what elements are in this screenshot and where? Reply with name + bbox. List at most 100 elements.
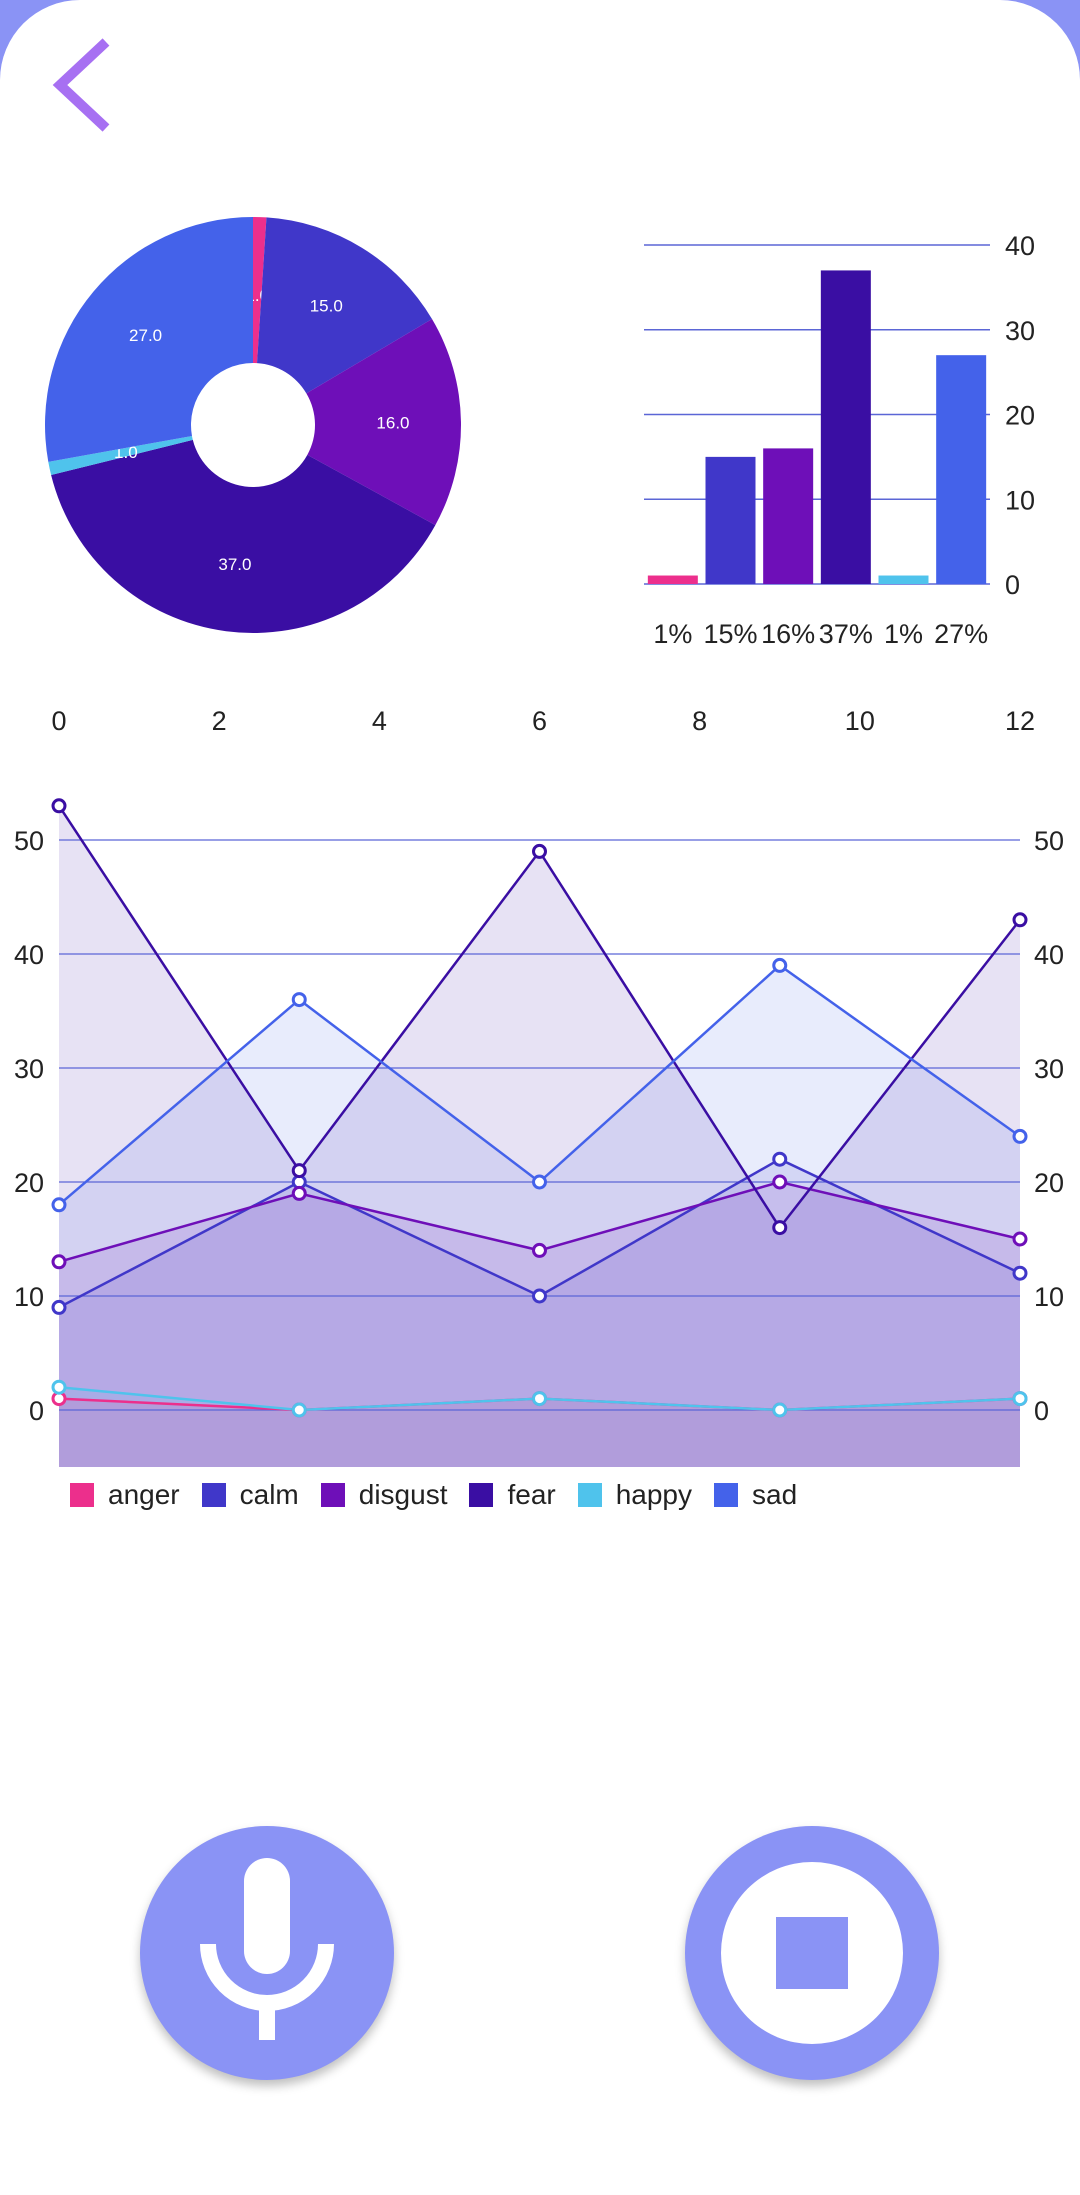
y-tick-label-right: 0 — [1034, 1396, 1049, 1426]
point-happy — [291, 1402, 307, 1418]
x-tick-label: 6 — [532, 706, 547, 736]
chevron-left-icon — [52, 38, 110, 132]
area-fear — [59, 805, 1020, 1467]
legend-label: calm — [239, 1479, 299, 1510]
point-disgust — [532, 1242, 547, 1258]
emotion-bar-chart: 0 10 20 30 40 1% 15% 16% 37% 1% 27% — [644, 231, 1035, 649]
legend-swatch — [201, 1483, 226, 1507]
point-sad — [532, 1174, 547, 1190]
pie-slice-happy — [48, 435, 193, 476]
point-fear — [51, 798, 67, 814]
point-sad — [772, 957, 788, 973]
x-tick-label: 0 — [51, 706, 66, 736]
point-disgust — [772, 1174, 788, 1190]
point-fear — [1012, 912, 1028, 928]
x-tick-label: 8 — [692, 706, 707, 736]
bar-y-tick-label: 20 — [1005, 401, 1035, 431]
y-tick-label-left: 10 — [14, 1282, 44, 1312]
y-tick-label-left: 0 — [29, 1396, 44, 1426]
point-happy — [532, 1391, 547, 1407]
point-sad — [291, 992, 307, 1008]
microphone-icon — [200, 1858, 334, 2040]
point-disgust — [1012, 1231, 1028, 1247]
y-tick-label-right: 50 — [1034, 826, 1064, 856]
x-tick-label: 2 — [212, 706, 227, 736]
area-happy — [59, 1387, 1020, 1467]
y-tick-label-right: 40 — [1034, 940, 1064, 970]
bar-category-label: 15% — [703, 619, 757, 649]
bar-1% — [878, 575, 929, 584]
back-button[interactable] — [40, 30, 130, 140]
bar-category-label: 37% — [819, 619, 873, 649]
legend-label: fear — [507, 1479, 556, 1510]
y-tick-label-left: 50 — [14, 826, 44, 856]
point-fear — [291, 1163, 307, 1179]
legend-swatch — [70, 1483, 94, 1507]
bar-y-tick-label: 30 — [1005, 316, 1035, 346]
point-calm — [772, 1151, 788, 1167]
area-disgust — [59, 1182, 1020, 1467]
pie-slice-label: 16.0 — [376, 414, 409, 433]
area-sad — [59, 965, 1020, 1467]
bar-16% — [763, 448, 814, 584]
emotion-area-chart: 0 2 4 6 8 10 12 0 0 10 10 20 20 30 30 40 40 50 50 — [14, 706, 1064, 1467]
pie-slice-label: 15.0 — [310, 297, 343, 316]
y-tick-label-left: 20 — [14, 1168, 44, 1198]
stop-ring — [721, 1862, 903, 2044]
bar-y-tick-label: 40 — [1005, 231, 1035, 261]
stop-icon — [776, 1917, 848, 1989]
bar-37% — [820, 270, 871, 584]
record-button[interactable] — [140, 1826, 394, 2080]
legend-item-anger: anger — [70, 1479, 180, 1511]
bar-15% — [705, 456, 756, 584]
legend-item-sad: sad — [714, 1479, 797, 1511]
bar-category-label: 16% — [761, 619, 815, 649]
area-anger — [59, 1398, 1020, 1467]
point-sad — [1012, 1128, 1028, 1144]
point-sad — [51, 1197, 67, 1213]
pie-slice-calm — [257, 217, 433, 394]
legend-swatch — [469, 1483, 494, 1507]
point-disgust — [51, 1254, 67, 1270]
y-tick-label-right: 30 — [1034, 1054, 1064, 1084]
emotion-donut-chart: 1.015.016.037.01.027.0 — [44, 217, 462, 634]
bar-category-label: 1% — [653, 619, 692, 649]
area-calm — [59, 1159, 1020, 1467]
point-happy — [1012, 1391, 1028, 1407]
legend-item-calm: calm — [201, 1479, 299, 1511]
y-tick-label-right: 10 — [1034, 1282, 1064, 1312]
legend-item-disgust: disgust — [320, 1479, 448, 1511]
legend-swatch — [320, 1483, 345, 1507]
point-calm — [51, 1299, 67, 1315]
point-happy — [772, 1402, 788, 1418]
pie-slice-disgust — [306, 319, 462, 526]
bar-category-label: 1% — [884, 619, 923, 649]
point-calm — [1012, 1265, 1028, 1281]
x-tick-label: 4 — [372, 706, 387, 736]
point-disgust — [291, 1185, 307, 1201]
legend-label: disgust — [358, 1479, 448, 1510]
y-tick-label-left: 30 — [14, 1054, 44, 1084]
bar-y-tick-label: 0 — [1005, 570, 1020, 600]
legend-item-fear: fear — [469, 1479, 556, 1511]
pie-slice-fear — [51, 439, 436, 634]
pie-slice-label: 37.0 — [218, 555, 251, 574]
legend-label: happy — [615, 1479, 693, 1510]
point-fear — [532, 843, 547, 859]
bar-27% — [936, 355, 987, 584]
x-tick-label: 12 — [1005, 706, 1035, 736]
bar-category-label: 27% — [934, 619, 988, 649]
legend-label: anger — [108, 1479, 180, 1510]
chart-legend: anger calm disgust fear happy sad — [70, 1475, 819, 1515]
point-fear — [772, 1220, 788, 1236]
bar-y-tick-label: 10 — [1005, 485, 1035, 515]
y-tick-label-left: 40 — [14, 940, 44, 970]
pie-slice-sad — [44, 217, 253, 462]
pie-slice-anger — [253, 217, 267, 364]
y-tick-label-right: 20 — [1034, 1168, 1064, 1198]
point-calm — [532, 1288, 547, 1304]
legend-swatch — [714, 1483, 739, 1507]
bar-1% — [647, 575, 698, 584]
stop-button[interactable] — [685, 1826, 939, 2080]
